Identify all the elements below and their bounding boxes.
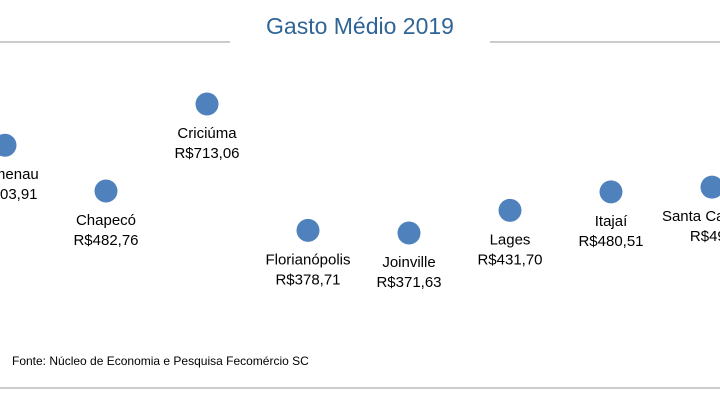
category-label: Joinville — [382, 254, 435, 271]
dot — [296, 218, 320, 242]
dot — [397, 221, 421, 245]
category-label: Itajaí — [595, 213, 628, 230]
value-label: R$603,91 — [0, 186, 38, 203]
value-label: R$378,71 — [275, 271, 340, 288]
category-label: Lages — [490, 231, 531, 248]
dot — [498, 198, 522, 222]
dot — [195, 92, 219, 116]
category-label: Blumenau — [0, 166, 39, 183]
dot — [94, 179, 118, 203]
category-label: Florianópolis — [265, 251, 350, 268]
value-label: R$480,51 — [578, 233, 643, 250]
category-label: Chapecó — [76, 212, 136, 229]
category-label: Criciúma — [177, 125, 237, 142]
dot — [700, 175, 720, 199]
category-label: Santa Catarina — [662, 208, 720, 225]
value-label: R$713,06 — [174, 145, 239, 162]
title-backdrop — [230, 30, 490, 50]
value-label: R$371,63 — [376, 274, 441, 291]
dot — [599, 180, 623, 204]
source-note: Fonte: Núcleo de Economia e Pesquisa Fec… — [12, 354, 309, 368]
value-label: R$482,76 — [73, 232, 138, 249]
value-label: R$431,70 — [477, 251, 542, 268]
chart-title: Gasto Médio 2019 — [266, 13, 454, 39]
dot — [0, 133, 17, 157]
value-label: R$493 — [690, 228, 720, 245]
